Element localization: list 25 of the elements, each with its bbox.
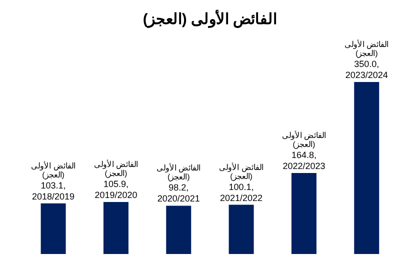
bar bbox=[291, 173, 316, 254]
x-tick-label: 2018/2019 bbox=[32, 191, 75, 202]
data-label: 103.1, bbox=[40, 180, 66, 190]
bar bbox=[166, 206, 192, 254]
text: الفائض الأولى (العجز) bbox=[344, 40, 389, 58]
text: الفائض الأولى (العجز) bbox=[282, 130, 326, 150]
bar bbox=[40, 203, 66, 254]
text: الفائض الأولى (العجز) bbox=[219, 162, 264, 181]
data-label: 105.9, bbox=[103, 178, 128, 189]
text: الفائض الأولى (العجز) bbox=[31, 161, 76, 180]
x-tick-label: 2021/2022 bbox=[220, 192, 263, 203]
data-label: 350.0, bbox=[354, 59, 380, 69]
x-tick-label: 2019/2020 bbox=[94, 190, 138, 200]
text: الفائض الأولى (العجز) bbox=[94, 160, 138, 178]
bar bbox=[354, 82, 380, 254]
x-tick-label: 2023/2024 bbox=[345, 70, 388, 80]
data-label: 98.2, bbox=[168, 182, 189, 193]
data-label: 100.1, bbox=[228, 182, 254, 192]
chart-title: الفائض الأولى (العجز) bbox=[142, 8, 278, 30]
bar bbox=[103, 202, 128, 254]
bar bbox=[228, 204, 254, 254]
x-tick-label: 2020/2021 bbox=[157, 194, 200, 204]
x-tick-label: 2022/2023 bbox=[282, 161, 326, 172]
text: الفائض الأولى (العجز) bbox=[156, 164, 201, 182]
data-label: 164.8, bbox=[291, 150, 316, 160]
